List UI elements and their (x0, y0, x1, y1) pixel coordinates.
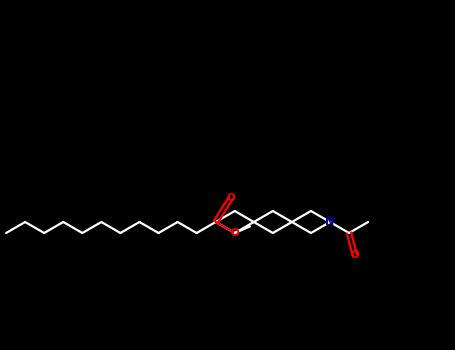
Text: O: O (227, 193, 235, 203)
Text: O: O (350, 250, 359, 260)
Text: O: O (230, 228, 239, 238)
Text: N: N (325, 217, 334, 227)
